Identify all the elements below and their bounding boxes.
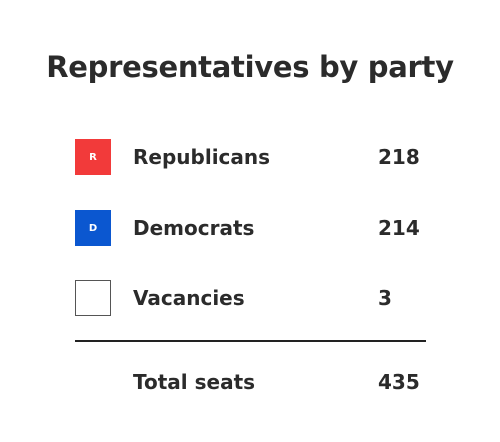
row-label: Democrats [133,216,255,240]
divider [75,340,426,342]
row-value: 3 [378,286,392,310]
total-label: Total seats [133,370,256,394]
badge: R [75,139,111,175]
row-label: Vacancies [133,286,245,310]
badge: D [75,210,111,246]
row-value: 214 [378,216,420,240]
title: Representatives by party [46,50,454,84]
total-value: 435 [378,370,420,394]
row: D Democrats 214 [0,208,500,248]
row: R Republicans 218 [0,137,500,177]
row-value: 218 [378,145,420,169]
total-row: Total seats 435 [0,362,500,402]
row: Vacancies 3 [0,278,500,318]
row-label: Republicans [133,145,271,169]
badge [75,280,111,316]
